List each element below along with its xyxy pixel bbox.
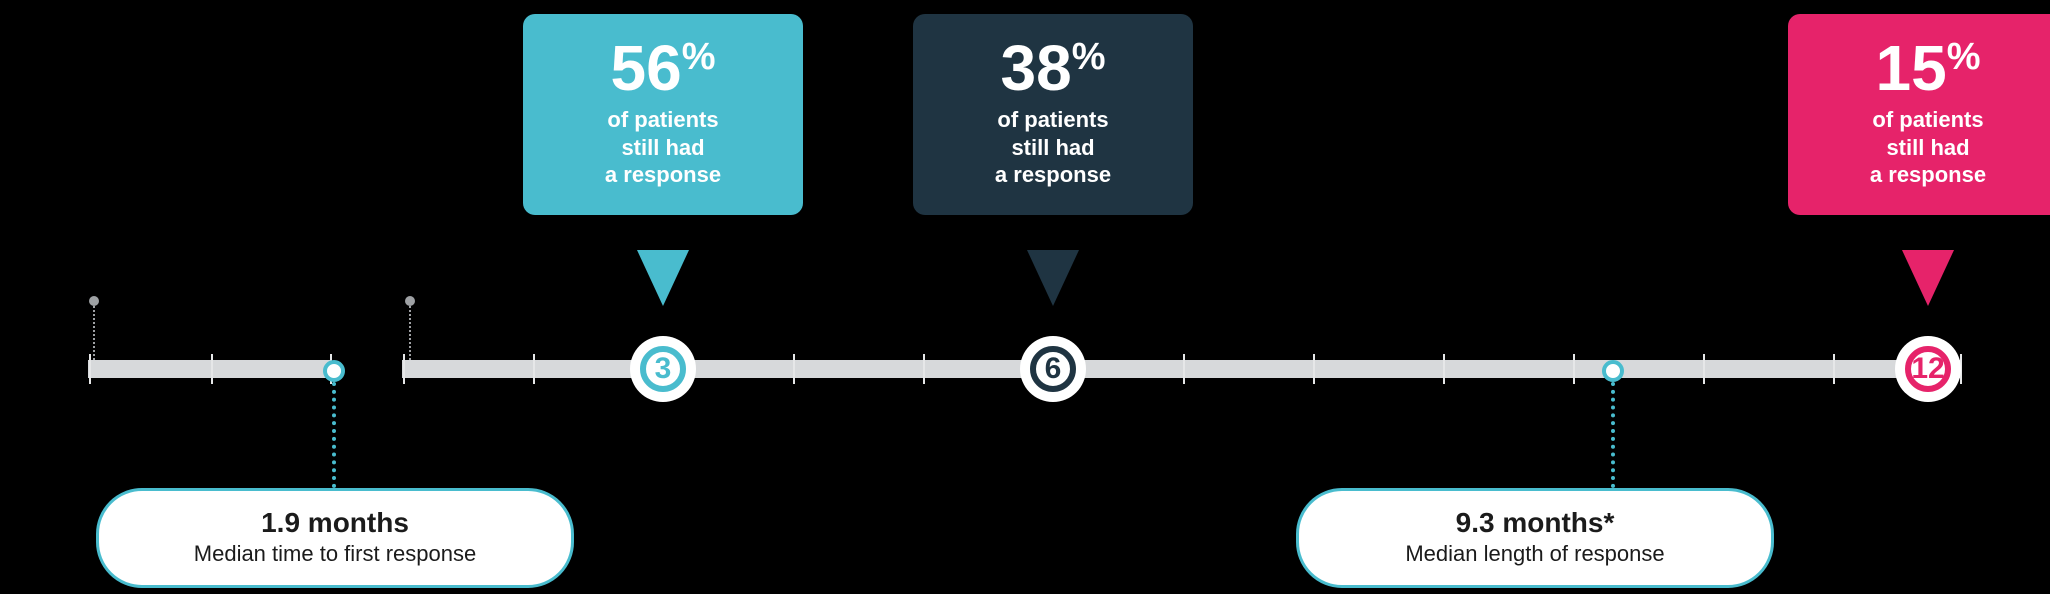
month-circle-12: 12 [1895,336,1961,402]
month-ring [1905,346,1951,392]
tick [211,354,213,384]
tick [1183,354,1185,384]
tick [89,354,91,384]
median-pill: 9.3 months*Median length of response [1296,488,1774,588]
tick [403,354,405,384]
callout-tail [637,250,689,306]
callout-6mo: 38%of patientsstill hada response [913,14,1193,215]
median-desc: Median time to first response [135,541,535,567]
median-pill: 1.9 monthsMedian time to first response [96,488,574,588]
tick [793,354,795,384]
callout-12mo: 15%of patientsstill hada response [1788,14,2050,215]
start-dotline [93,302,95,360]
tick [1313,354,1315,384]
median-dotline [332,382,336,488]
callout-percent: 56% [533,36,793,100]
callout-text: of patientsstill hada response [1798,106,2050,189]
tick [923,354,925,384]
median-desc: Median length of response [1335,541,1735,567]
month-ring [1030,346,1076,392]
timeline-bar-left [88,360,332,378]
callout-tail [1902,250,1954,306]
tick [1833,354,1835,384]
percent-value: 56 [611,32,682,104]
tick [1573,354,1575,384]
callout-percent: 15% [1798,36,2050,100]
tick [1443,354,1445,384]
median-title: 1.9 months [135,507,535,539]
callout-tail [1027,250,1079,306]
start-dotline [409,302,411,360]
start-dot [405,296,415,306]
callout-text: of patientsstill hada response [533,106,793,189]
tick [533,354,535,384]
month-circle-3: 3 [630,336,696,402]
percent-value: 38 [1001,32,1072,104]
tick [1703,354,1705,384]
median-title: 9.3 months* [1335,507,1735,539]
callout-text: of patientsstill hada response [923,106,1183,189]
month-circle-6: 6 [1020,336,1086,402]
month-ring [640,346,686,392]
response-timeline-infographic: 56%of patientsstill hada response338%of … [0,0,2050,594]
median-dotline [1611,382,1615,488]
median-marker [1602,360,1624,382]
callout-percent: 38% [923,36,1183,100]
median-marker [323,360,345,382]
callout-3mo: 56%of patientsstill hada response [523,14,803,215]
start-dot [89,296,99,306]
percent-value: 15 [1876,32,1947,104]
